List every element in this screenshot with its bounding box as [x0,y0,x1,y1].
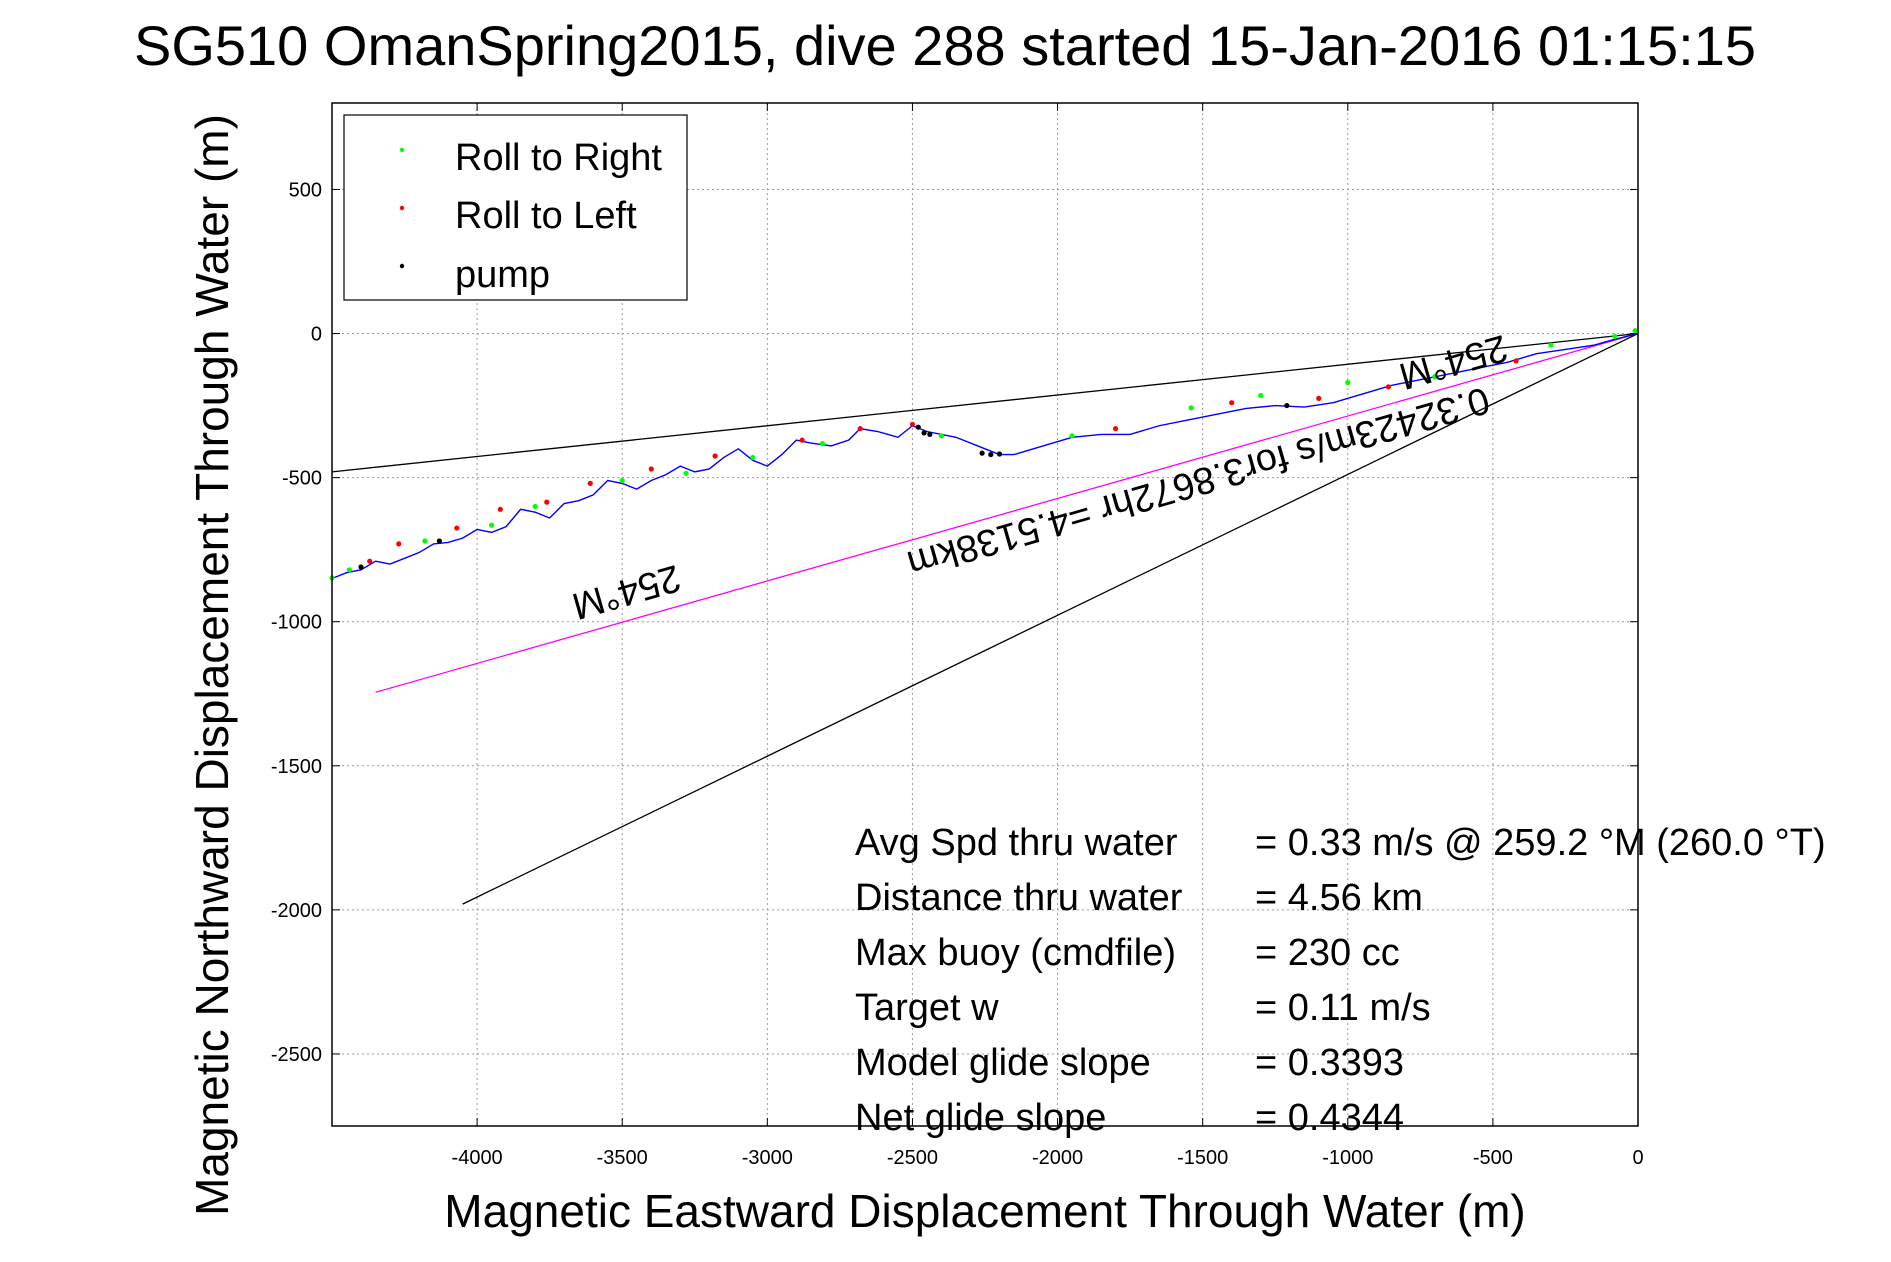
roll-right-marker [750,454,756,461]
reference-line-0 [331,332,1639,473]
roll-right-marker [819,441,826,447]
roll-left-marker [712,453,718,459]
track [331,332,1639,580]
roll-left-marker [396,541,402,547]
roll-right-marker [1069,433,1075,439]
stat-value-model-glide: = 0.3393 [1255,1042,1404,1084]
pump-marker [436,538,442,544]
pump-marker [915,424,921,430]
plot-frame [331,102,1639,1127]
roll-left-marker [799,437,805,443]
roll-left-marker [1229,400,1235,406]
pump-marker [358,564,364,570]
roll-left-marker [544,499,550,505]
stat-value-net-glide: = 0.4344 [1255,1097,1404,1139]
roll-left-marker [497,506,503,512]
pump-marker [921,430,927,436]
legend-label-roll-left: Roll to Left [455,195,637,237]
pump-marker [1284,402,1290,409]
x-tick-label: -1000 [1322,1147,1373,1169]
stats-block: Avg Spd thru water = 0.33 m/s @ 259.2 °M… [855,822,1826,1139]
reference-lines [331,332,1639,905]
y-tick-label: 500 [289,179,322,201]
roll-right-marker [1612,333,1618,340]
roll-right-marker [1258,392,1264,399]
x-tick-label: -2500 [887,1147,938,1169]
legend-marker-roll-right [399,147,405,153]
legend-marker-roll-left [399,205,405,211]
x-tick-label: -3500 [597,1147,648,1169]
heading-label-left: 254°M [568,556,686,627]
roll-left-marker [1316,395,1322,401]
stat-value-max-buoy: = 230 cc [1255,932,1400,974]
x-tick-label: -4000 [452,1147,503,1169]
legend-box [343,114,688,301]
roll-right-marker [422,538,428,544]
pump-marker [979,450,985,456]
legend-label-pump: pump [455,254,550,296]
y-axis-ticks: 500 0 -500 -1000 -1500 -2000 -2500 [271,179,1638,1066]
roll-right-marker [1548,342,1554,348]
roll-right-marker [1632,328,1638,334]
stat-label-model-glide: Model glide slope [855,1042,1151,1084]
y-tick-label: -2500 [271,1044,322,1066]
x-tick-label: 0 [1632,1147,1643,1169]
stat-label-distance: Distance thru water [855,877,1183,919]
stat-value-distance: = 4.56 km [1255,877,1423,919]
y-axis-label: Magnetic Northward Displacement Through … [186,114,238,1216]
stat-label-avg-speed: Avg Spd thru water [855,822,1178,864]
roll-left-marker [648,466,654,472]
legend-label-roll-right: Roll to Right [455,137,662,179]
x-tick-label: -2000 [1032,1147,1083,1169]
chart-title: SG510 OmanSpring2015, dive 288 started 1… [134,14,1756,77]
roll-left-marker [1385,384,1392,390]
roll-right-marker [619,477,625,484]
roll-right-marker [1432,374,1438,380]
roll-left-marker [1113,426,1119,432]
stat-label-net-glide: Net glide slope [855,1097,1106,1139]
stat-value-avg-speed: = 0.33 m/s @ 259.2 °M (260.0 °T) [1255,822,1826,864]
roll-right-marker [683,470,689,476]
roll-right-marker [532,503,538,510]
roll-left-marker [909,421,916,427]
x-axis-ticks: -4000 -3500 -3000 -2500 -2000 -1500 -1000 -500 0 [452,103,1644,1169]
pump-marker [927,431,933,437]
reference-line-2 [462,332,1639,905]
reference-line-1 [375,332,1639,693]
roll-right-marker [1188,405,1194,411]
roll-left-marker [587,480,593,486]
y-tick-label: -2000 [271,900,322,922]
stat-label-target-w: Target w [855,987,999,1029]
legend-marker-pump [399,263,405,269]
x-tick-label: -1500 [1177,1147,1228,1169]
speed-line-label: 0.32423m/s for3.8672hr =4.5138km [903,378,1494,585]
roll-left-marker [367,558,373,564]
stat-label-max-buoy: Max buoy (cmdfile) [855,932,1176,974]
y-tick-label: -500 [282,468,322,490]
y-tick-label: 0 [311,324,322,346]
legend: Roll to Right Roll to Left pump [343,114,688,301]
roll-right-marker [1345,379,1351,386]
roll-right-marker [346,567,353,573]
y-tick-label: -1500 [271,756,322,778]
stat-value-target-w: = 0.11 m/s [1255,987,1431,1029]
x-axis-label: Magnetic Eastward Displacement Through W… [444,1185,1525,1237]
x-tick-label: -500 [1473,1147,1513,1169]
roll-left-marker [454,525,460,531]
y-tick-label: -1000 [271,612,322,634]
roll-right-marker [489,522,495,528]
roll-left-marker [857,426,863,432]
pump-marker [988,451,994,458]
roll-right-marker [938,433,945,439]
pump-marker [996,451,1003,457]
x-tick-label: -3000 [742,1147,793,1169]
roll-left-marker [1513,358,1519,364]
track-line [331,332,1639,580]
